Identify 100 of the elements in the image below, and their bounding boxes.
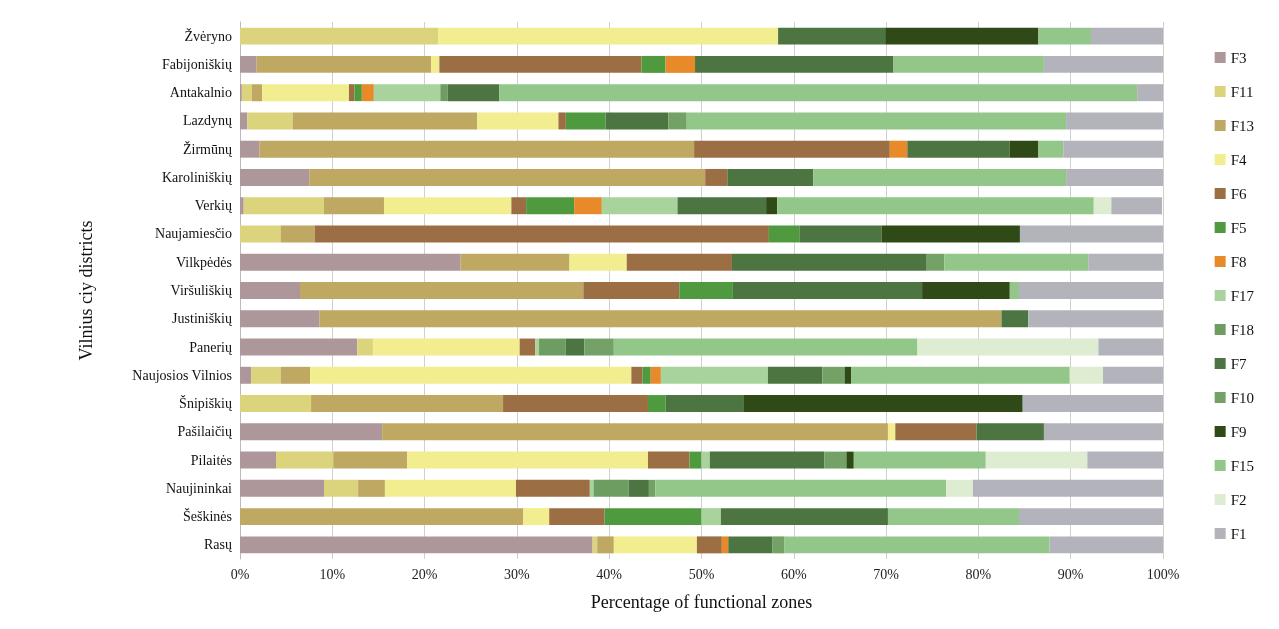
bar <box>300 282 584 299</box>
x-tick-label: 70% <box>873 566 900 582</box>
bar <box>721 536 729 554</box>
bar <box>631 366 643 384</box>
legend-label: F6 <box>1230 185 1247 202</box>
bar <box>668 112 687 130</box>
bar <box>613 536 697 554</box>
bar <box>701 508 721 526</box>
bar <box>240 282 300 299</box>
y-tick-label: Justiniškių <box>172 311 232 327</box>
bar <box>822 366 845 384</box>
bar <box>593 479 629 497</box>
bar <box>240 225 281 243</box>
bar <box>885 27 1039 45</box>
y-tick-label: Žirmūnų <box>183 140 232 157</box>
bar <box>1111 197 1163 215</box>
x-tick-label: 40% <box>596 566 623 582</box>
x-tick-label: 30% <box>504 566 531 582</box>
bar <box>1043 423 1163 441</box>
bar <box>240 55 257 73</box>
bar <box>240 310 320 328</box>
bar <box>1069 366 1104 384</box>
legend-label: F2 <box>1230 491 1247 508</box>
bar <box>1038 140 1064 158</box>
bar <box>240 451 276 469</box>
bar <box>642 366 651 384</box>
bar <box>310 366 632 384</box>
bar <box>247 112 293 130</box>
bar <box>240 197 244 215</box>
bar <box>382 423 888 441</box>
bar <box>407 451 648 469</box>
bar <box>601 197 678 215</box>
bar <box>319 310 1002 328</box>
bar <box>1049 536 1163 554</box>
bar <box>728 536 773 554</box>
bar <box>384 479 516 497</box>
bar <box>648 479 656 497</box>
bar <box>887 423 896 441</box>
bar <box>1088 253 1163 271</box>
bar <box>240 395 312 413</box>
bar <box>844 366 852 384</box>
bar <box>727 168 814 186</box>
bar <box>1028 310 1163 328</box>
bar <box>431 55 440 73</box>
bar <box>535 338 540 356</box>
bar <box>440 84 448 102</box>
legend-label: F15 <box>1230 457 1254 474</box>
bar <box>846 451 854 469</box>
legend-label: F5 <box>1230 219 1247 236</box>
bar <box>893 55 1044 73</box>
legend-label: F3 <box>1230 49 1247 66</box>
legend-label: F1 <box>1230 525 1247 542</box>
bar <box>240 168 310 186</box>
bar <box>519 338 536 356</box>
bar <box>1066 168 1163 186</box>
bar <box>240 338 358 356</box>
bar <box>895 423 977 441</box>
bar <box>1098 338 1163 356</box>
legend-label: F9 <box>1230 423 1247 440</box>
y-tick-label: Pašilaičių <box>177 424 232 440</box>
bar <box>373 84 441 102</box>
bar <box>922 282 1010 299</box>
bar <box>314 225 769 243</box>
y-tick-label: Antakalnio <box>169 85 232 101</box>
bar <box>1022 395 1163 413</box>
bar <box>292 112 478 130</box>
legend-label: F11 <box>1230 83 1254 100</box>
x-tick-label: 0% <box>230 566 250 582</box>
bar <box>985 451 1088 469</box>
bar <box>539 338 566 356</box>
bar <box>358 479 385 497</box>
bar <box>1009 140 1039 158</box>
legend-label: F8 <box>1230 253 1247 270</box>
bar <box>309 168 706 186</box>
bar <box>972 479 1163 497</box>
bar <box>677 197 767 215</box>
bar <box>1043 55 1163 73</box>
bar <box>460 253 570 271</box>
bar <box>240 479 324 497</box>
legend-label: F18 <box>1230 321 1254 338</box>
y-tick-label: Lazdynų <box>183 113 232 129</box>
bar <box>372 338 520 356</box>
bar <box>694 140 890 158</box>
bar <box>511 197 527 215</box>
bar <box>731 253 927 271</box>
bar <box>778 27 886 45</box>
x-tick-label: 80% <box>965 566 992 582</box>
bar <box>251 366 281 384</box>
bar <box>526 197 575 215</box>
bar <box>240 536 593 554</box>
bar <box>917 338 1099 356</box>
bar <box>256 55 432 73</box>
y-tick-label: Fabijoniškių <box>161 56 232 72</box>
bar <box>240 112 248 130</box>
bar <box>1001 310 1029 328</box>
y-tick-label: Žvėryno <box>184 27 232 44</box>
y-tick-label: Šnipiškių <box>179 395 232 412</box>
bar <box>705 168 728 186</box>
bar <box>784 536 1050 554</box>
bar <box>686 112 1067 130</box>
